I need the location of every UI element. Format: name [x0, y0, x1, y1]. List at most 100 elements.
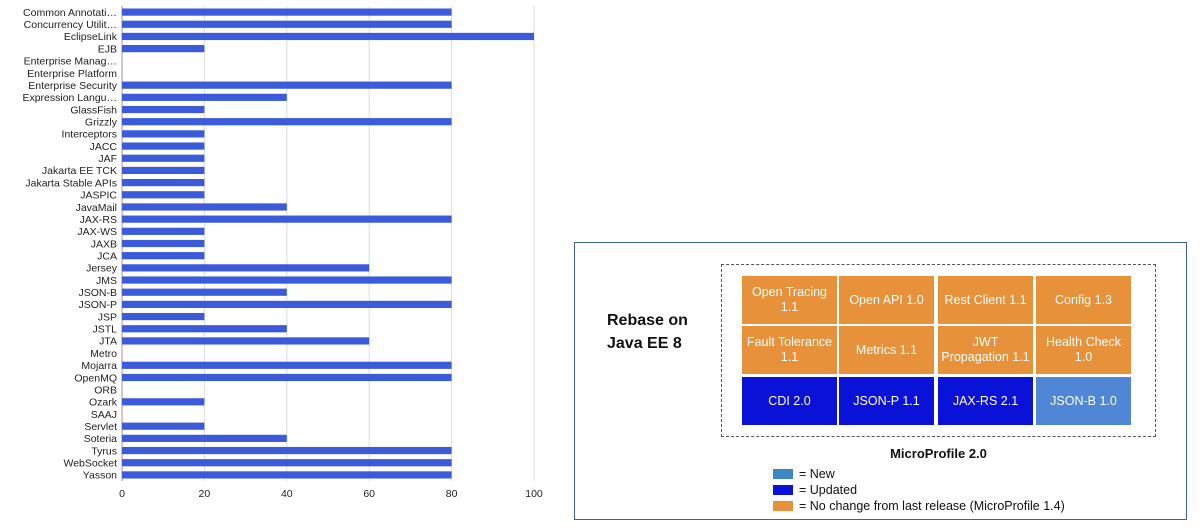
spec-tile: Config 1.3 — [1036, 276, 1131, 324]
category-label: JMS — [96, 275, 117, 287]
category-label: JACC — [90, 141, 118, 153]
legend-swatch — [773, 468, 793, 479]
category-label: JSP — [98, 311, 117, 323]
category-label: JAF — [98, 153, 117, 165]
bars — [122, 8, 534, 479]
bar — [122, 105, 205, 114]
bar — [122, 227, 205, 235]
category-label: JAX-RS — [80, 214, 117, 226]
category-label: Jakarta EE TCK — [42, 165, 117, 177]
bar — [122, 191, 205, 199]
category-label: JAX-WS — [77, 226, 117, 238]
legend-item: = Updated — [773, 482, 857, 497]
category-label: Grizzly — [85, 117, 118, 129]
bar — [122, 373, 452, 382]
category-label: Metro — [90, 348, 117, 360]
bar — [122, 276, 452, 284]
legend-item: = New — [773, 466, 835, 481]
category-label: EclipseLink — [64, 31, 118, 43]
legend-swatch — [773, 500, 793, 511]
category-label: Servlet — [84, 421, 117, 433]
bar — [122, 264, 370, 272]
spec-tile: Metrics 1.1 — [839, 326, 934, 374]
bar — [122, 325, 287, 333]
legend-item: = No change from last release (MicroProf… — [773, 498, 1065, 513]
spec-tile: CDI 2.0 — [742, 377, 837, 425]
spec-tile: JAX-RS 2.1 — [938, 377, 1033, 425]
bar — [122, 288, 287, 296]
bar — [122, 179, 205, 187]
bar — [122, 45, 205, 53]
spec-tile: JWT Propagation 1.1 — [938, 326, 1033, 374]
microprofile-panel: Rebase on Java EE 8 Open Tracing 1.1 Open… — [574, 242, 1187, 520]
bar — [122, 32, 534, 41]
bar — [122, 398, 205, 406]
x-tick-label: 80 — [446, 488, 458, 500]
bar — [122, 130, 205, 138]
category-label: Enterprise Security — [28, 80, 117, 92]
category-label: Interceptors — [62, 129, 117, 141]
category-label: Jersey — [86, 263, 118, 275]
category-label: JAXB — [91, 238, 117, 250]
spec-tile: Fault Tolerance 1.1 — [742, 326, 837, 374]
bar — [122, 118, 452, 126]
legend-label: = New — [799, 466, 835, 481]
rebase-line-2: Java EE 8 — [607, 335, 682, 352]
category-label: Tyrus — [91, 445, 117, 457]
category-label: JavaMail — [76, 202, 117, 214]
bar — [122, 422, 205, 430]
category-label: WebSocket — [64, 458, 118, 470]
category-label: OpenMQ — [74, 372, 117, 384]
bar — [122, 81, 452, 89]
category-label: Soteria — [84, 433, 117, 445]
bar — [122, 239, 205, 248]
bar — [122, 252, 205, 260]
bar — [122, 93, 287, 101]
rebase-line-1: Rebase on — [607, 312, 688, 329]
category-label: SAAJ — [91, 409, 117, 421]
category-label: JTA — [99, 336, 117, 348]
bar — [122, 337, 370, 345]
bar — [122, 154, 205, 162]
category-label: EJB — [98, 43, 117, 55]
spec-tile: Open Tracing 1.1 — [742, 276, 837, 324]
bar — [122, 312, 205, 321]
category-label: Concurrency Utilit… — [24, 19, 117, 31]
x-tick-labels: 0 20 40 60 80 100 — [119, 488, 543, 500]
category-label: Ozark — [89, 397, 118, 409]
spec-tile-grid: Open Tracing 1.1 Open API 1.0 Rest Client … — [721, 264, 1156, 437]
legend-label: = No change from last release (MicroProf… — [799, 498, 1065, 513]
category-labels: Common Annotati…Concurrency Utilit…Eclip… — [22, 7, 117, 482]
bar-chart: Common Annotati…Concurrency Utilit…Eclip… — [22, 6, 543, 500]
spec-tile: Health Check 1.0 — [1036, 326, 1131, 374]
bar — [122, 8, 452, 16]
x-tick-label: 40 — [281, 488, 293, 500]
bar — [122, 446, 452, 455]
x-tick-label: 100 — [525, 488, 543, 500]
x-tick-label: 0 — [119, 488, 125, 500]
category-label: Enterprise Platform — [27, 68, 117, 80]
category-label: GlassFish — [70, 104, 117, 116]
category-label: JSON-P — [78, 299, 117, 311]
bar — [122, 20, 452, 28]
bar — [122, 300, 452, 308]
category-label: Mojarra — [81, 360, 117, 372]
category-label: JCA — [97, 250, 117, 262]
bar — [122, 434, 287, 442]
bar — [122, 203, 287, 211]
spec-tile: JSON-P 1.1 — [839, 377, 934, 425]
category-label: Expression Langu… — [22, 92, 117, 104]
bar — [122, 166, 205, 175]
bar — [122, 471, 452, 479]
bar — [122, 215, 452, 223]
x-tick-label: 20 — [199, 488, 211, 500]
bar — [122, 361, 452, 369]
legend-label: = Updated — [799, 482, 858, 497]
microprofile-title: MicroProfile 2.0 — [890, 446, 987, 461]
bar — [122, 142, 205, 150]
spec-tile: Open API 1.0 — [839, 276, 934, 324]
category-label: JSON-B — [78, 287, 117, 299]
bar — [122, 459, 452, 467]
category-label: ORB — [94, 384, 117, 396]
category-label: Common Annotati… — [23, 7, 117, 19]
